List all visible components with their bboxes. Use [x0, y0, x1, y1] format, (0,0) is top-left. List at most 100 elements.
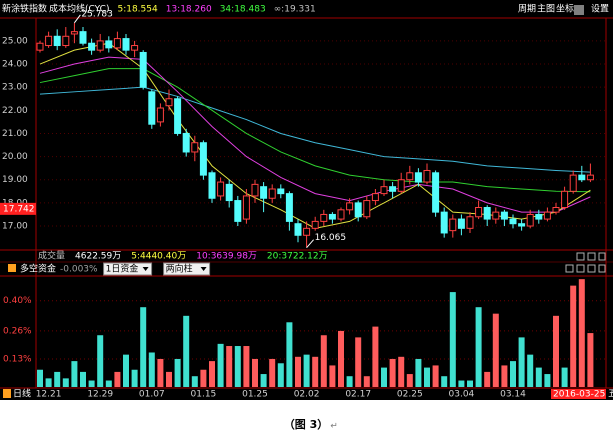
moving-average-line — [39, 86, 591, 173]
bar — [329, 365, 336, 387]
volume-text: 10:3639.98万 — [196, 252, 257, 262]
bar — [183, 315, 190, 387]
dropdown-text[interactable]: 两向柱 — [166, 263, 193, 275]
bar — [234, 346, 241, 387]
candle-body — [346, 202, 354, 211]
candle-body — [509, 218, 517, 225]
bar — [398, 356, 405, 387]
y-tick-label: 22.00 — [2, 106, 28, 116]
dropdown-text[interactable]: 1日资金 — [106, 263, 139, 275]
dropdown-arrow[interactable] — [200, 267, 207, 271]
bar — [140, 307, 147, 387]
candle-body — [440, 211, 448, 234]
candle-body — [535, 213, 543, 220]
x-tick-label: 03.14 — [500, 390, 526, 400]
button[interactable] — [576, 264, 585, 273]
candle-body — [156, 107, 164, 123]
bar — [535, 367, 542, 387]
indicator-value: 13:18.260 — [166, 5, 212, 15]
bar — [492, 313, 499, 387]
candle-body — [389, 186, 397, 192]
menu-item[interactable]: 坐标 — [556, 3, 574, 15]
candle-body — [242, 195, 250, 220]
candle-body — [578, 174, 586, 181]
current-value: 17.742 — [3, 204, 35, 214]
x-tick-label: 03.04 — [449, 390, 475, 400]
candle-body — [406, 172, 414, 181]
bar — [286, 322, 293, 387]
bar — [217, 343, 224, 387]
bar — [553, 315, 559, 387]
x-tick-label: 01.25 — [242, 390, 268, 400]
candle-body — [561, 190, 569, 209]
indicator-value: 5:18.554 — [117, 5, 158, 15]
bar — [578, 279, 585, 387]
bar — [88, 380, 95, 387]
bar — [45, 378, 52, 387]
bar — [338, 330, 344, 387]
button[interactable] — [598, 264, 606, 273]
bar — [389, 358, 396, 387]
candle-body — [182, 132, 190, 153]
button[interactable] — [565, 264, 574, 273]
candle-body — [380, 186, 388, 195]
bar — [252, 358, 258, 387]
indicator-name: 成本均线(CYC) — [49, 3, 109, 15]
annotation-line — [306, 239, 314, 248]
candle-body — [294, 223, 302, 236]
x-tick-label: 01.07 — [139, 390, 165, 400]
bar — [62, 378, 69, 387]
candle-body — [36, 42, 44, 51]
indicator-value: 34:18.483 — [220, 5, 266, 15]
candle-body — [475, 207, 483, 218]
button[interactable] — [587, 264, 596, 273]
candle-body — [260, 186, 268, 199]
fund-icon — [8, 264, 16, 272]
candle-body — [62, 35, 70, 47]
candle-body — [277, 188, 285, 195]
dropdown[interactable] — [163, 262, 211, 276]
bar — [544, 374, 551, 387]
candle-body — [268, 188, 276, 199]
bar — [510, 361, 516, 387]
candle-body — [234, 200, 242, 222]
bar — [484, 371, 491, 387]
candle-body — [457, 218, 465, 229]
bar — [80, 371, 86, 387]
stock-name: 新涂铁指数 — [2, 3, 47, 15]
dropdown[interactable] — [103, 262, 153, 276]
bar — [269, 358, 276, 387]
bar — [381, 367, 387, 387]
button[interactable] — [598, 252, 606, 261]
menu-item[interactable]: 周期 — [518, 4, 536, 15]
candle-body — [586, 174, 594, 181]
menu-item[interactable]: 主图 — [537, 3, 555, 15]
menu-icon[interactable] — [574, 5, 584, 15]
button[interactable] — [576, 252, 585, 261]
bar — [200, 369, 207, 387]
bar — [363, 376, 370, 387]
x-tick-label: 01.15 — [191, 390, 217, 400]
bar — [226, 346, 233, 387]
candle-body — [53, 35, 61, 47]
bar — [166, 371, 172, 387]
bar — [148, 352, 155, 387]
y-tick-label: 25.00 — [2, 36, 28, 46]
dropdown-arrow[interactable] — [142, 267, 149, 271]
button[interactable] — [587, 252, 596, 261]
y-tick-label: 19.00 — [2, 175, 28, 185]
menu-item[interactable]: 设置 — [591, 4, 609, 15]
bar — [432, 365, 439, 387]
candle-body — [449, 218, 457, 232]
volume-text: 5:4440.40万 — [131, 252, 186, 262]
candle-body — [311, 220, 319, 229]
candle-body — [466, 216, 474, 229]
high-annotation: 25.783 — [81, 9, 113, 19]
bar — [320, 335, 327, 387]
candle-body — [105, 40, 113, 49]
y-tick-label: 0.40% — [3, 296, 32, 306]
candle-body — [303, 227, 311, 236]
bar — [209, 361, 215, 387]
bar — [449, 292, 456, 387]
bar — [424, 367, 430, 387]
